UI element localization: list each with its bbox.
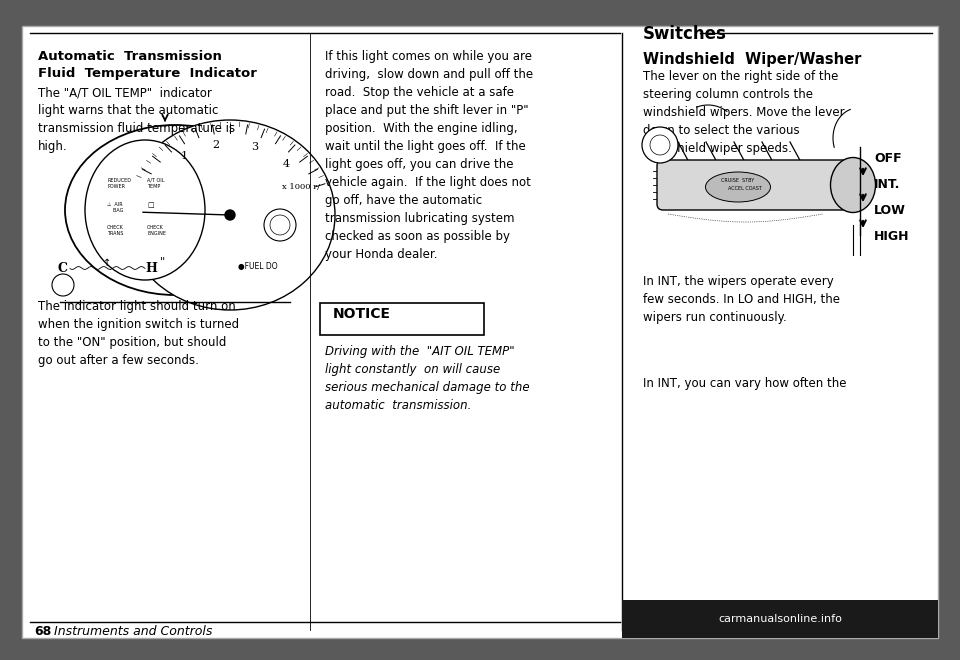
Text: ACCEL COAST: ACCEL COAST [728,187,762,191]
Text: REDUCED
POWER: REDUCED POWER [107,178,131,189]
Text: In INT, the wipers operate every
few seconds. In LO and HIGH, the
wipers run con: In INT, the wipers operate every few sec… [643,275,840,324]
Text: Fluid  Temperature  Indicator: Fluid Temperature Indicator [38,67,257,80]
Text: 3: 3 [251,142,258,152]
Circle shape [264,209,296,241]
Text: In INT, you can vary how often the: In INT, you can vary how often the [643,377,847,390]
Circle shape [225,210,235,220]
Text: ↑: ↑ [103,258,111,268]
Text: '': '' [160,257,166,267]
Text: carmanualsonline.info: carmanualsonline.info [718,614,842,624]
Text: A/T OIL
TEMP: A/T OIL TEMP [147,178,164,189]
Ellipse shape [706,172,771,202]
Text: Instruments and Controls: Instruments and Controls [54,625,212,638]
Ellipse shape [85,140,205,280]
Ellipse shape [125,120,335,310]
Circle shape [650,135,670,155]
Text: Automatic  Transmission: Automatic Transmission [38,50,222,63]
Text: □: □ [147,202,154,208]
FancyBboxPatch shape [22,26,938,638]
Text: The indicator light should turn on
when the ignition switch is turned
to the "ON: The indicator light should turn on when … [38,300,239,367]
FancyBboxPatch shape [657,160,849,210]
Text: CHECK
ENGINE: CHECK ENGINE [147,225,166,236]
Circle shape [270,215,290,235]
Text: 2: 2 [213,140,220,150]
Circle shape [642,127,678,163]
Text: 1: 1 [181,151,188,162]
FancyBboxPatch shape [622,600,938,638]
Text: LOW: LOW [874,204,906,217]
Text: Windshield  Wiper/Washer: Windshield Wiper/Washer [643,52,861,67]
Text: 4: 4 [282,160,289,170]
Text: CRUISE  STBY: CRUISE STBY [721,178,755,183]
FancyBboxPatch shape [320,303,484,335]
Text: NOTICE: NOTICE [333,307,391,321]
Ellipse shape [830,158,876,213]
Text: ⚠  AIR
    BAG: ⚠ AIR BAG [107,202,124,213]
Text: CHECK
TRANS: CHECK TRANS [107,225,124,236]
Circle shape [52,274,74,296]
Text: HIGH: HIGH [874,230,909,243]
Text: INT.: INT. [874,178,900,191]
Text: x 1000 r/: x 1000 r/ [282,183,320,191]
Ellipse shape [65,125,285,295]
Text: If this light comes on while you are
driving,  slow down and pull off the
road. : If this light comes on while you are dri… [325,50,533,261]
Text: C: C [58,261,68,275]
Text: H: H [145,261,156,275]
Text: 68: 68 [34,625,51,638]
Text: OFF: OFF [874,152,901,165]
Text: Driving with the  "AIT OIL TEMP"
light constantly  on will cause
serious mechani: Driving with the "AIT OIL TEMP" light co… [325,345,530,412]
Text: Switches: Switches [643,25,727,43]
Text: The "A/T OIL TEMP"  indicator
light warns that the automatic
transmission fluid : The "A/T OIL TEMP" indicator light warns… [38,86,235,153]
Text: ●FUEL DO: ●FUEL DO [238,263,277,271]
Text: The lever on the right side of the
steering column controls the
windshield wiper: The lever on the right side of the steer… [643,70,845,155]
